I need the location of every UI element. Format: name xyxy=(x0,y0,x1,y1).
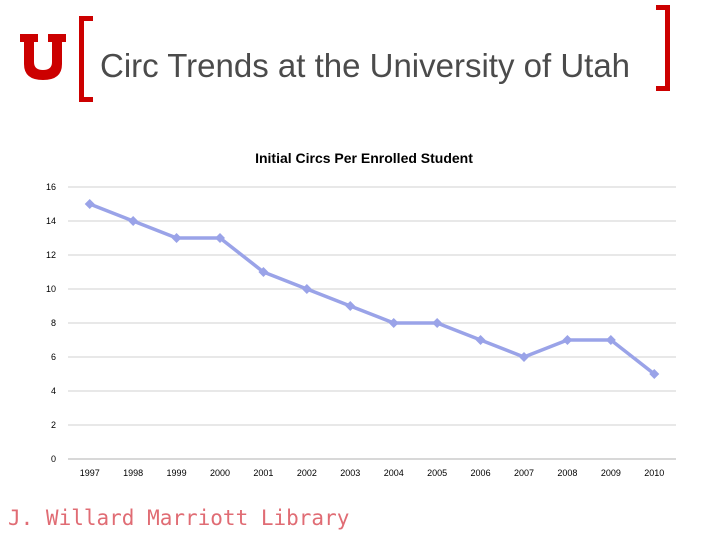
x-tick-label: 1998 xyxy=(123,468,143,478)
data-point-marker xyxy=(388,318,399,328)
data-point-marker xyxy=(519,352,529,362)
y-tick-label: 6 xyxy=(51,352,56,362)
x-tick-label: 2000 xyxy=(210,468,230,478)
y-tick-label: 0 xyxy=(51,454,56,464)
x-tick-label: 2005 xyxy=(427,468,447,478)
y-tick-label: 16 xyxy=(46,182,56,192)
data-point-marker xyxy=(215,233,225,243)
y-tick-label: 10 xyxy=(46,284,56,294)
x-tick-label: 1999 xyxy=(167,468,187,478)
data-point-marker xyxy=(258,267,269,277)
series-line xyxy=(89,202,656,376)
x-tick-label: 2010 xyxy=(644,468,664,478)
x-tick-label: 2002 xyxy=(297,468,317,478)
data-point-marker xyxy=(171,233,182,243)
university-u-logo xyxy=(20,34,66,80)
x-tick-label: 2004 xyxy=(384,468,404,478)
data-point-marker xyxy=(432,318,443,328)
data-point-marker xyxy=(649,369,660,379)
data-point-marker xyxy=(345,301,356,311)
data-point-marker xyxy=(301,284,312,294)
data-point-marker xyxy=(562,335,573,345)
y-tick-label: 8 xyxy=(51,318,56,328)
x-tick-label: 2009 xyxy=(601,468,621,478)
x-tick-label: 2008 xyxy=(557,468,577,478)
y-tick-label: 14 xyxy=(46,216,56,226)
y-tick-label: 4 xyxy=(51,386,56,396)
chart-title: Initial Circs Per Enrolled Student xyxy=(255,150,473,166)
x-tick-label: 2007 xyxy=(514,468,534,478)
x-tick-label: 2003 xyxy=(340,468,360,478)
y-tick-label: 2 xyxy=(51,420,56,430)
data-point-marker xyxy=(475,335,486,345)
x-tick-label: 2001 xyxy=(253,468,273,478)
title-bracket-right xyxy=(656,5,670,91)
data-point-marker xyxy=(84,199,95,209)
x-tick-label: 1997 xyxy=(80,468,100,478)
data-point-marker xyxy=(128,216,139,226)
y-tick-label: 12 xyxy=(46,250,56,260)
x-tick-label: 2006 xyxy=(471,468,491,478)
footer-library-name: J. Willard Marriott Library xyxy=(8,506,350,530)
data-point-marker xyxy=(605,335,616,345)
title-bracket-left xyxy=(79,16,93,102)
slide-title: Circ Trends at the University of Utah xyxy=(100,47,631,84)
